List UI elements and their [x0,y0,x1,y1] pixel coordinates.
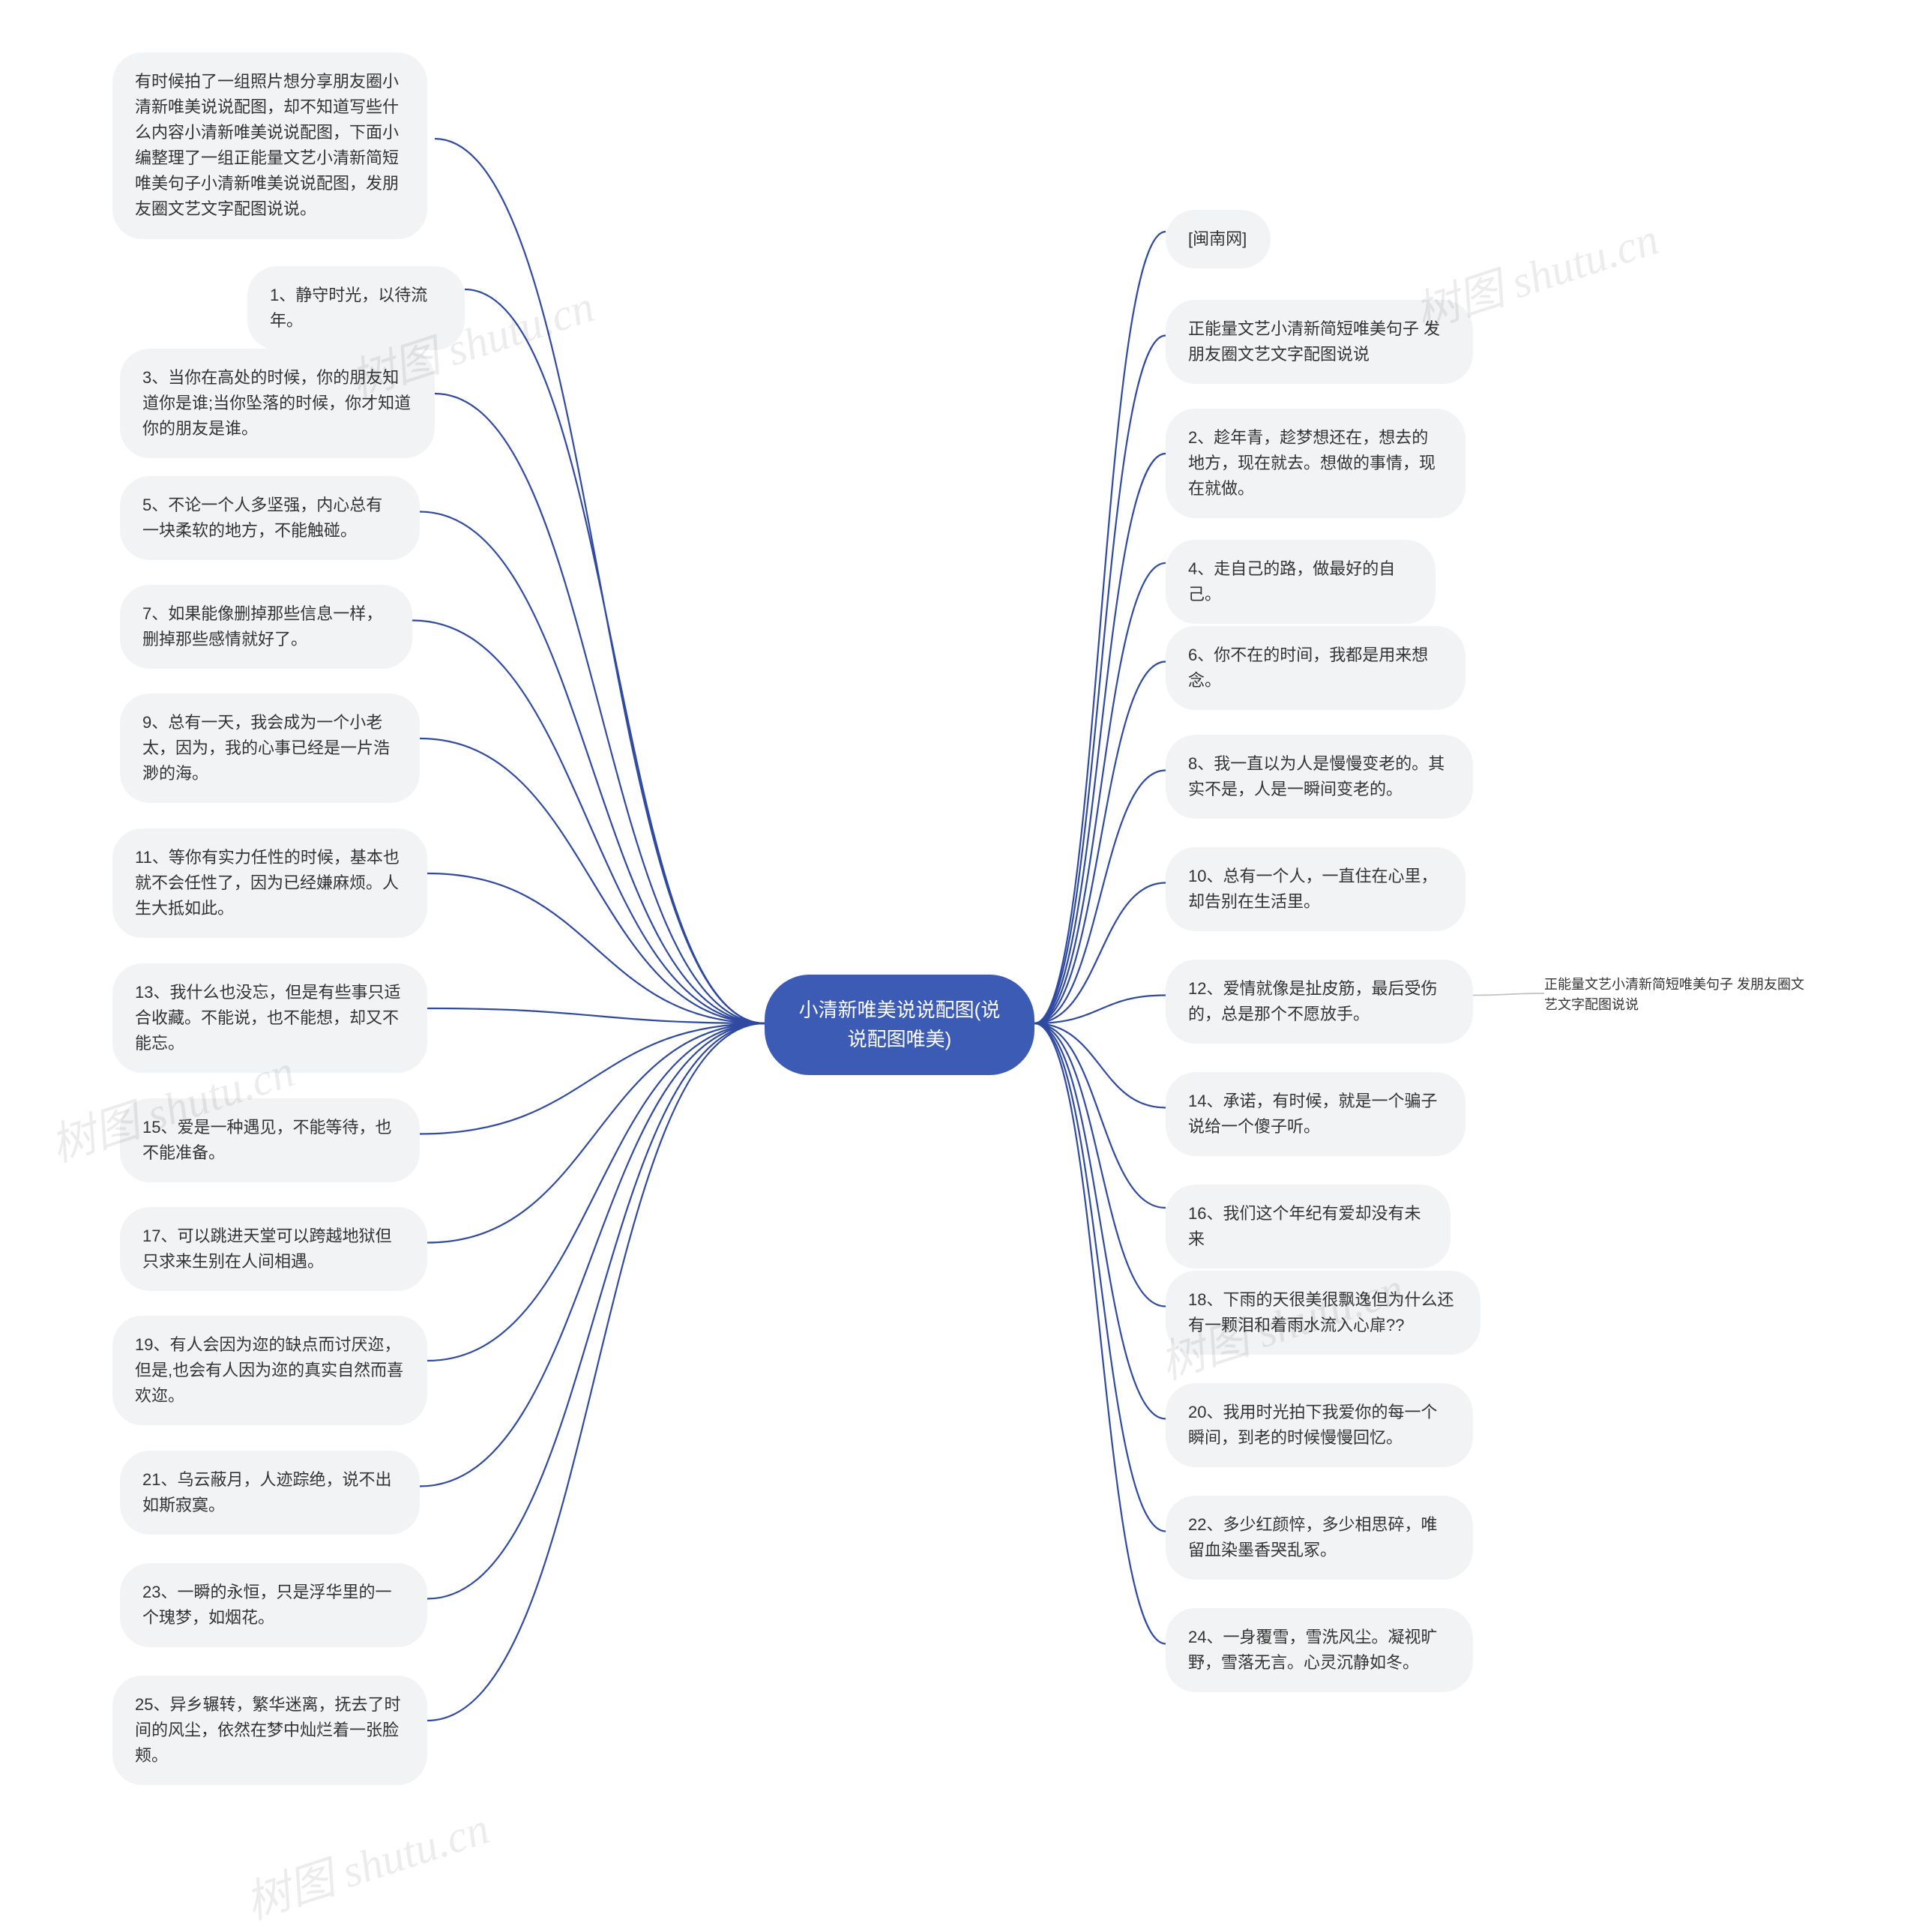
branch-node-left: 23、一瞬的永恒，只是浮华里的一个瑰梦，如烟花。 [120,1563,427,1647]
branch-node-left: 15、爱是一种遇见，不能等待，也不能准备。 [120,1098,420,1182]
branch-node-right: 6、你不在的时间，我都是用来想念。 [1166,626,1465,710]
branch-node-left: 有时候拍了一组照片想分享朋友圈小清新唯美说说配图，却不知道写些什么内容小清新唯美… [112,52,427,239]
branch-node-right: [闽南网] [1166,210,1271,268]
branch-node-right: 12、爱情就像是扯皮筋，最后受伤的，总是那个不愿放手。 [1166,960,1473,1044]
branch-node-left: 19、有人会因为迩的缺点而讨厌迩，但是,也会有人因为迩的真实自然而喜欢迩。 [112,1316,427,1425]
branch-node-left: 5、不论一个人多坚强，内心总有一块柔软的地方，不能触碰。 [120,476,420,560]
branch-node-right: 14、承诺，有时候，就是一个骗子说给一个傻子听。 [1166,1072,1465,1156]
branch-node-left: 13、我什么也没忘，但是有些事只适合收藏。不能说，也不能想，却又不能忘。 [112,963,427,1073]
branch-node-right: 10、总有一个人，一直住在心里，却告别在生活里。 [1166,847,1465,931]
branch-node-right: 16、我们这个年纪有爱却没有未来 [1166,1185,1450,1269]
branch-node-right: 22、多少红颜悴，多少相思碎，唯留血染墨香哭乱冢。 [1166,1496,1473,1580]
branch-node-left: 25、异乡辗转，繁华迷离，抚去了时间的风尘，依然在梦中灿烂着一张脸颊。 [112,1676,427,1785]
branch-node-right: 20、我用时光拍下我爱你的每一个瞬间，到老的时候慢慢回忆。 [1166,1383,1473,1467]
branch-node-left: 3、当你在高处的时候，你的朋友知道你是谁;当你坠落的时候，你才知道你的朋友是谁。 [120,349,435,458]
branch-node-left: 11、等你有实力任性的时候，基本也就不会任性了，因为已经嫌麻烦。人生大抵如此。 [112,828,427,938]
branch-node-left: 1、静守时光，以待流年。 [247,266,465,350]
branch-node-right: 2、趁年青，趁梦想还在，想去的地方，现在就去。想做的事情，现在就做。 [1166,409,1465,518]
branch-node-right: 4、走自己的路，做最好的自己。 [1166,540,1436,624]
branch-node-right: 正能量文艺小清新简短唯美句子 发朋友圈文艺文字配图说说 [1166,300,1473,384]
branch-node-right: 8、我一直以为人是慢慢变老的。其实不是，人是一瞬间变老的。 [1166,735,1473,819]
branch-node-left: 17、可以跳进天堂可以跨越地狱但只求来生别在人间相遇。 [120,1207,427,1291]
branch-node-left: 7、如果能像删掉那些信息一样，删掉那些感情就好了。 [120,585,412,669]
branch-node-right: 18、下雨的天很美很飘逸但为什么还有一颗泪和着雨水流入心扉?? [1166,1271,1480,1355]
center-node: 小清新唯美说说配图(说说配图唯美) [765,975,1034,1075]
branch-node-left: 21、乌云蔽月，人迹踪绝，说不出如斯寂寞。 [120,1451,420,1535]
branch-node-left: 9、总有一天，我会成为一个小老太，因为，我的心事已经是一片浩渺的海。 [120,693,420,803]
leaf-node: 正能量文艺小清新简短唯美句子 发朋友圈文艺文字配图说说 [1544,975,1814,1015]
branch-node-right: 24、一身覆雪，雪洗风尘。凝视旷野，雪落无言。心灵沉静如冬。 [1166,1608,1473,1692]
